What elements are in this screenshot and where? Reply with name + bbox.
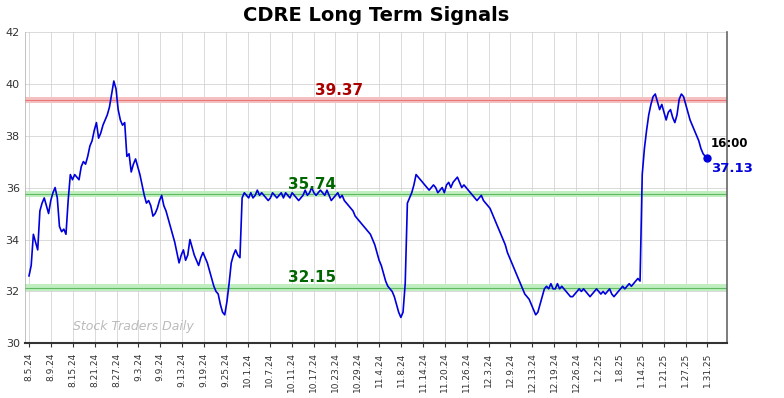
Text: Stock Traders Daily: Stock Traders Daily bbox=[73, 320, 194, 334]
Text: 32.15: 32.15 bbox=[288, 271, 336, 285]
Bar bbox=[24, 285, 727, 291]
Title: CDRE Long Term Signals: CDRE Long Term Signals bbox=[243, 6, 509, 25]
Bar bbox=[24, 97, 727, 103]
Text: 37.13: 37.13 bbox=[711, 162, 753, 175]
Text: 35.74: 35.74 bbox=[288, 177, 336, 192]
Bar bbox=[24, 191, 727, 197]
Text: 39.37: 39.37 bbox=[315, 83, 363, 98]
Text: 16:00: 16:00 bbox=[711, 137, 749, 150]
